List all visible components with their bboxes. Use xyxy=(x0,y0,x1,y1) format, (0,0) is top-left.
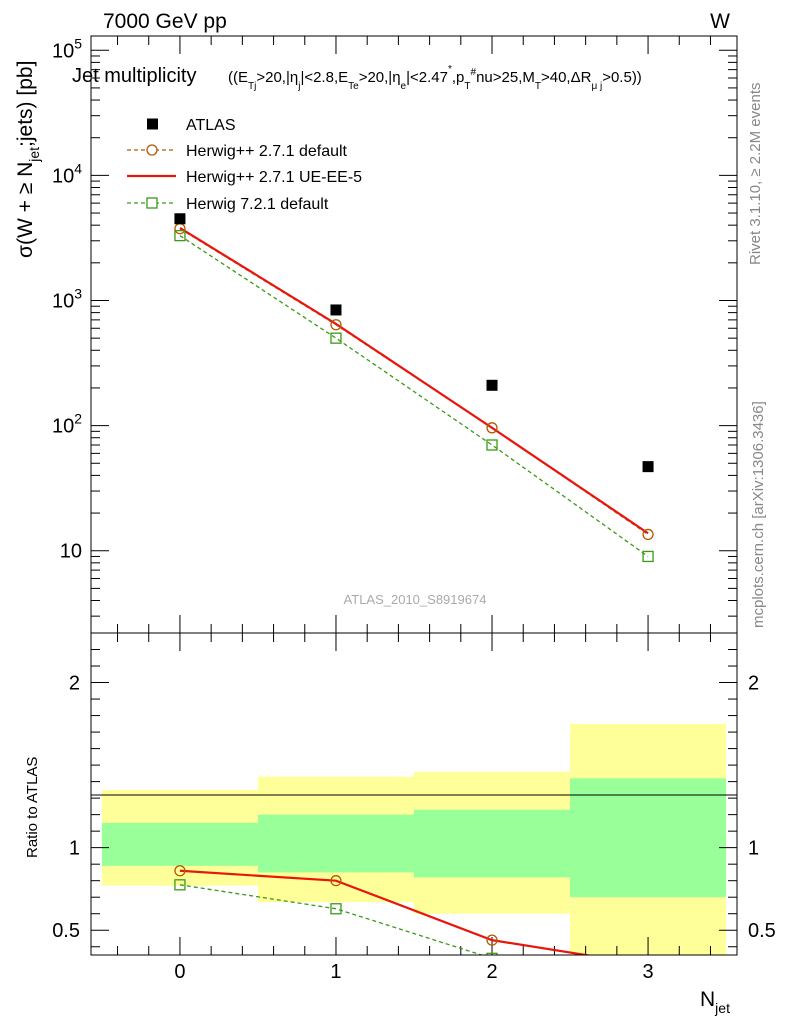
mcplots-label: mcplots.cern.ch [arXiv:1306.3436] xyxy=(750,401,767,628)
y-tick-label: 102 xyxy=(52,411,82,438)
herwig7-point xyxy=(486,439,498,451)
x-tick-label: 3 xyxy=(642,961,653,983)
legend-label: Herwig++ 2.7.1 UE-EE-5 xyxy=(186,169,362,186)
y-axis-label: σ(W + ≥ Njet;jets) [pb] xyxy=(14,61,42,258)
ratio-herwigpp-default-point xyxy=(330,875,342,887)
herwigpp-default-point xyxy=(330,319,342,331)
herwigpp-default-point xyxy=(642,528,654,541)
green-band xyxy=(101,822,258,866)
top-axis-ticks xyxy=(91,36,737,633)
uncertainty-bands xyxy=(101,723,727,955)
legend-atlas-marker xyxy=(147,118,158,130)
title-main: Jet multiplicity xyxy=(72,65,196,87)
x-tick-label: 2 xyxy=(486,961,497,983)
analysis-watermark: ATLAS_2010_S8919674 xyxy=(344,592,487,607)
main-panel: 10 102 103 104 105 ATLAS_2010_S8919674 σ(W +… xyxy=(14,35,738,634)
y-tick-label: 10 xyxy=(60,541,82,563)
ratio-herwig7-point xyxy=(486,952,498,955)
top-curves xyxy=(179,227,649,557)
ratio-herwigpp-default-point xyxy=(174,865,186,877)
ratio-panel: 0.5 0.5 1 1 2 2 0 1 2 3 Ratio to ATLAS Njet xyxy=(24,632,776,1016)
green-band xyxy=(414,809,571,878)
green-band xyxy=(570,778,727,898)
green-band xyxy=(257,814,414,873)
y-tick-label: 105 xyxy=(52,35,82,62)
atlas-point xyxy=(486,379,498,391)
atlas-point xyxy=(174,213,186,225)
herwigpp-ueee5-curve xyxy=(179,227,649,535)
ratio-herwig7-point xyxy=(330,903,342,915)
ratio-herwig7-point xyxy=(174,879,186,891)
y-tick-label: 103 xyxy=(52,285,82,312)
rivet-label: Rivet 3.1.10, ≥ 2.2M events xyxy=(747,83,764,266)
atlas-point xyxy=(330,304,342,316)
x-tick-label: 1 xyxy=(330,961,341,983)
ratio-y-tick-label-left: 0.5 xyxy=(52,920,80,942)
x-axis-label: Njet xyxy=(700,988,730,1016)
x-tick-labels: 0 1 2 3 xyxy=(174,961,653,983)
y-tick-labels: 10 102 103 104 105 xyxy=(52,35,82,562)
x-tick-label: 0 xyxy=(174,961,185,983)
legend-label: Herwig++ 2.7.1 default xyxy=(186,143,348,160)
process-label: W xyxy=(710,10,730,33)
atlas-point xyxy=(642,461,654,473)
ratio-ueee5-curve xyxy=(179,869,593,955)
plot-title: Jet multiplicity ((ETj>20,|ηj|<2.8,ETe>2… xyxy=(72,64,642,92)
legend-label: Herwig 7.2.1 default xyxy=(186,196,329,213)
legend: ATLAS Herwig++ 2.7.1 default Herwig++ 2.7.… xyxy=(127,117,362,213)
ratio-herwigpp-default-point xyxy=(486,934,498,946)
herwigpp-default-point xyxy=(486,422,498,434)
ratio-y-tick-label-right: 0.5 xyxy=(748,920,776,942)
herwig7-point xyxy=(174,229,186,242)
top-markers xyxy=(174,213,654,563)
herwigpp-default-curve xyxy=(179,228,649,535)
ratio-y-axis-label: Ratio to ATLAS xyxy=(24,757,41,858)
ratio-y-tick-label-left: 1 xyxy=(69,838,80,860)
ratio-frame xyxy=(90,632,738,956)
ratio-y-tick-labels: 0.5 0.5 1 1 2 2 xyxy=(52,673,776,943)
ratio-y-tick-label-left: 2 xyxy=(69,673,80,695)
herwig7-point xyxy=(642,550,654,563)
herwig7-curve xyxy=(179,235,649,557)
herwig7-point xyxy=(330,332,342,344)
y-tick-label: 104 xyxy=(52,160,82,187)
ratio-curves xyxy=(174,865,593,955)
ratio-y-tick-label-right: 1 xyxy=(748,838,759,860)
energy-label: 7000 GeV pp xyxy=(103,10,227,33)
legend-circle-marker xyxy=(146,144,158,156)
legend-square-marker xyxy=(146,197,158,209)
title-cuts: ((ETj>20,|ηj|<2.8,ETe>20,|ηe|<2.47*,pT#n… xyxy=(228,64,642,92)
legend-label: ATLAS xyxy=(186,117,236,134)
ratio-y-tick-label-right: 2 xyxy=(748,673,759,695)
ratio-herwig7-curve xyxy=(179,884,484,955)
